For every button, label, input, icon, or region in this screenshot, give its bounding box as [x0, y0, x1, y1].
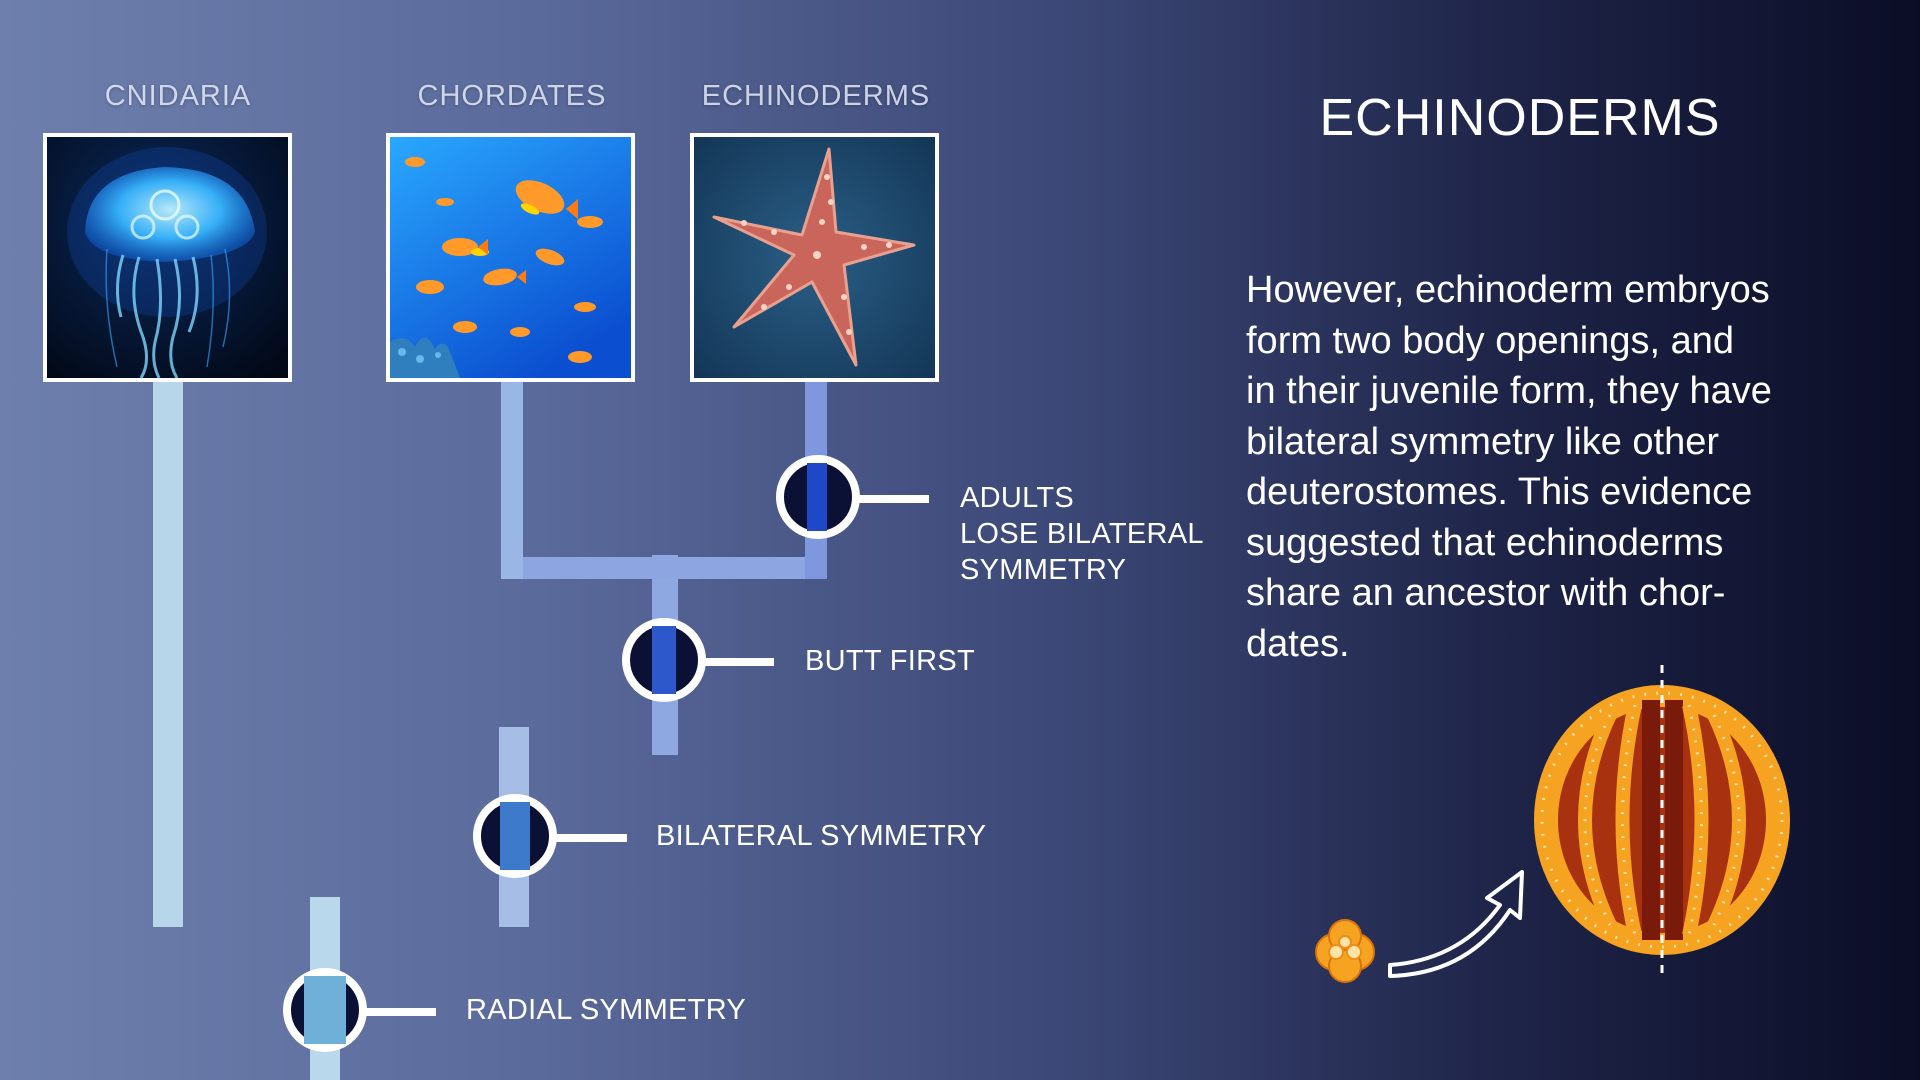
node-label-adults-lose-symmetry: ADULTS LOSE BILATERAL SYMMETRY [960, 480, 1204, 588]
jellyfish-photo [43, 133, 292, 382]
panel-body: However, echinoderm embryos form two bod… [1246, 265, 1826, 669]
body-line: However, echinoderm embryos [1246, 269, 1770, 311]
taxon-label-echinoderms: ECHINODERMS [701, 80, 931, 112]
bilateral-larva-icon [1534, 665, 1790, 980]
node-butt-first [622, 618, 774, 702]
body-line: in their juvenile form, they have [1246, 370, 1772, 412]
body-line: suggested that echinoderms [1246, 521, 1724, 564]
taxon-label-chordates: CHORDATES [417, 80, 607, 112]
node-label-radial-symmetry: RADIAL SYMMETRY [466, 994, 747, 1026]
node-label-line: LOSE BILATERAL [960, 518, 1204, 550]
body-line: bilateral symmetry like other [1246, 420, 1720, 463]
node-label-butt-first: BUTT FIRST [805, 645, 976, 677]
panel-title: ECHINODERMS [1319, 89, 1721, 147]
node-adults-lose-symmetry [776, 455, 929, 539]
fish-school-photo [386, 133, 635, 382]
taxon-label-cnidaria: CNIDARIA [104, 80, 252, 112]
starfish-photo [690, 133, 939, 382]
node-bilateral-symmetry [473, 794, 627, 878]
body-line: dates. [1246, 622, 1350, 665]
embryo-illustration [1315, 665, 1790, 983]
node-label-line: ADULTS [960, 482, 1075, 514]
node-label-line: SYMMETRY [960, 554, 1127, 586]
early-embryo-icon [1315, 919, 1375, 983]
node-radial-symmetry [283, 968, 436, 1052]
body-line: form two body openings, and [1246, 319, 1734, 362]
node-label-bilateral-symmetry: BILATERAL SYMMETRY [656, 820, 987, 852]
development-arrow-icon [1388, 870, 1524, 978]
body-line: deuterostomes. This evidence [1246, 471, 1753, 513]
body-line: share an ancestor with chor- [1246, 572, 1726, 614]
